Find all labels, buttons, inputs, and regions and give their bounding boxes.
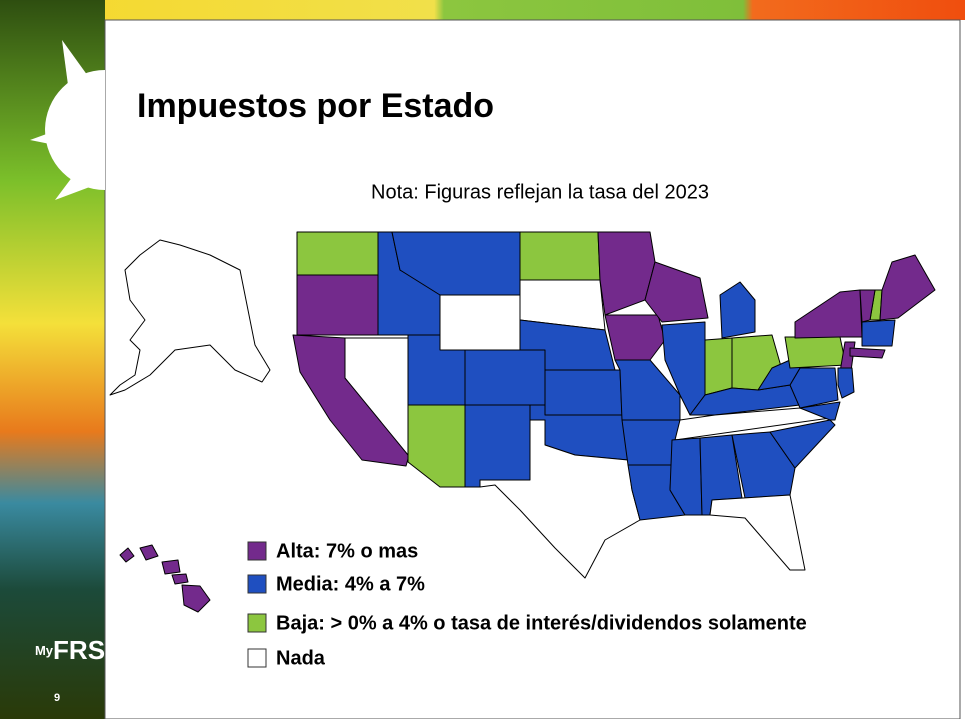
legend-label: Media: 4% a 7%: [276, 573, 425, 595]
legend-swatch: [247, 541, 267, 561]
sun-ray: [62, 40, 98, 100]
title: Impuestos por Estado: [137, 87, 494, 125]
state: [709, 494, 806, 571]
state: [464, 404, 531, 488]
state: [849, 347, 886, 359]
state: [704, 337, 733, 396]
logo: MyFRS: [35, 635, 105, 665]
legend-label: Baja: > 0% a 4% o tasa de interés/divide…: [276, 612, 807, 634]
state: [799, 401, 841, 421]
state: [139, 544, 159, 561]
state: [719, 281, 756, 339]
legend-label: Nada: [276, 647, 326, 669]
state: [519, 231, 601, 281]
state: [879, 254, 936, 321]
legend-label: Alta: 7% o mas: [276, 540, 418, 562]
state: [296, 274, 379, 336]
state: [604, 314, 666, 361]
state: [669, 437, 703, 516]
state: [181, 584, 211, 613]
state: [464, 349, 546, 406]
state: [479, 419, 641, 579]
sun-ray: [55, 160, 95, 200]
state: [731, 431, 796, 499]
state: [161, 559, 181, 575]
note: Nota: Figuras reflejan la tasa del 2023: [371, 181, 709, 203]
state: [837, 367, 855, 399]
state: [859, 289, 876, 323]
state: [407, 404, 466, 488]
state: [789, 367, 839, 409]
legend-swatch: [247, 574, 267, 594]
legend-swatch: [247, 648, 267, 668]
top-bar: [0, 0, 965, 20]
logo-name: FRS: [53, 635, 105, 665]
state: [861, 319, 896, 347]
state: [171, 573, 189, 585]
slide-number: 9: [54, 692, 60, 704]
logo-prefix: My: [35, 643, 54, 658]
state: [769, 419, 836, 469]
state: [784, 336, 847, 369]
us-map: [109, 231, 936, 613]
legend-swatch: [247, 613, 267, 633]
state: [439, 294, 521, 351]
sun-ray: [30, 120, 85, 150]
state: [544, 369, 623, 416]
legend: Alta: 7% o mas Media: 4% a 7% Baja: > 0% a…: [247, 540, 807, 669]
state: [119, 547, 135, 563]
state: [296, 231, 379, 276]
state: [644, 261, 709, 323]
state: [109, 239, 271, 396]
